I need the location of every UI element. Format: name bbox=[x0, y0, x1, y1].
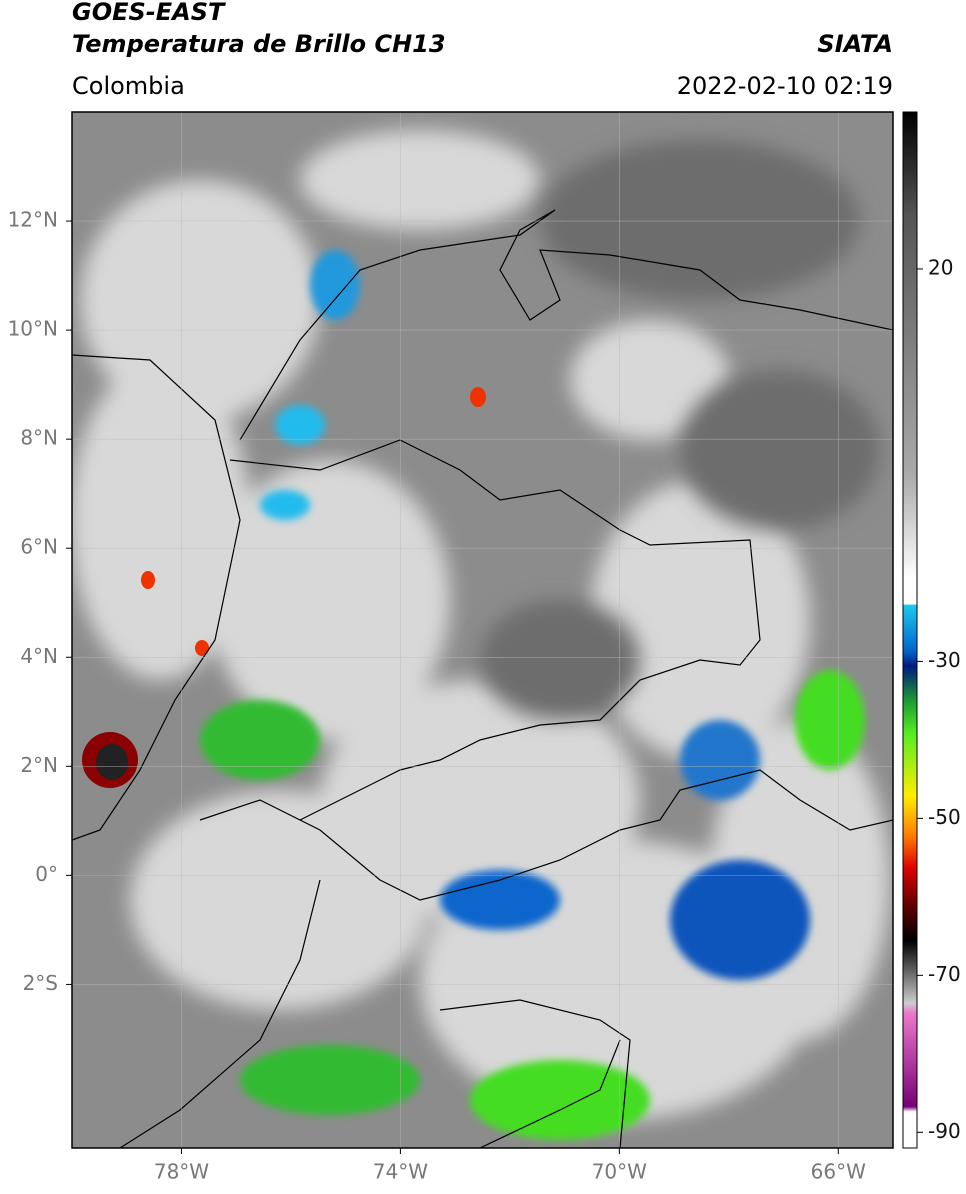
y-tick-label: 8°N bbox=[20, 426, 58, 450]
colorbar-label: -50 bbox=[928, 805, 961, 829]
map-frame bbox=[71, 111, 894, 1149]
subtitle: Temperatura de Brillo CH13 bbox=[72, 30, 446, 58]
region: Colombia bbox=[72, 72, 185, 100]
y-tick-label: 0° bbox=[35, 862, 58, 886]
x-tick-label: 66°W bbox=[811, 1160, 866, 1184]
y-tick-label: 10°N bbox=[8, 317, 58, 341]
y-tick-label: 4°N bbox=[20, 644, 58, 668]
colorbar-label: -70 bbox=[928, 962, 961, 986]
x-tick-label: 78°W bbox=[154, 1160, 209, 1184]
colorbar bbox=[902, 111, 918, 1149]
x-tick-label: 70°W bbox=[592, 1160, 647, 1184]
satellite-image bbox=[72, 112, 893, 1148]
y-tick-label: 12°N bbox=[8, 208, 58, 232]
source: SIATA bbox=[817, 30, 893, 58]
title: GOES-EAST bbox=[72, 0, 226, 26]
grid bbox=[72, 112, 893, 1148]
datetime: 2022-02-10 02:19 bbox=[677, 72, 893, 100]
colorbar-label: -90 bbox=[928, 1119, 961, 1143]
colorbar-label: 20 bbox=[928, 255, 953, 279]
y-tick-label: 6°N bbox=[20, 535, 58, 559]
x-tick-label: 74°W bbox=[373, 1160, 428, 1184]
y-tick-label: 2°N bbox=[20, 753, 58, 777]
y-tick-label: 2°S bbox=[23, 971, 58, 995]
colorbar-label: -30 bbox=[928, 648, 961, 672]
